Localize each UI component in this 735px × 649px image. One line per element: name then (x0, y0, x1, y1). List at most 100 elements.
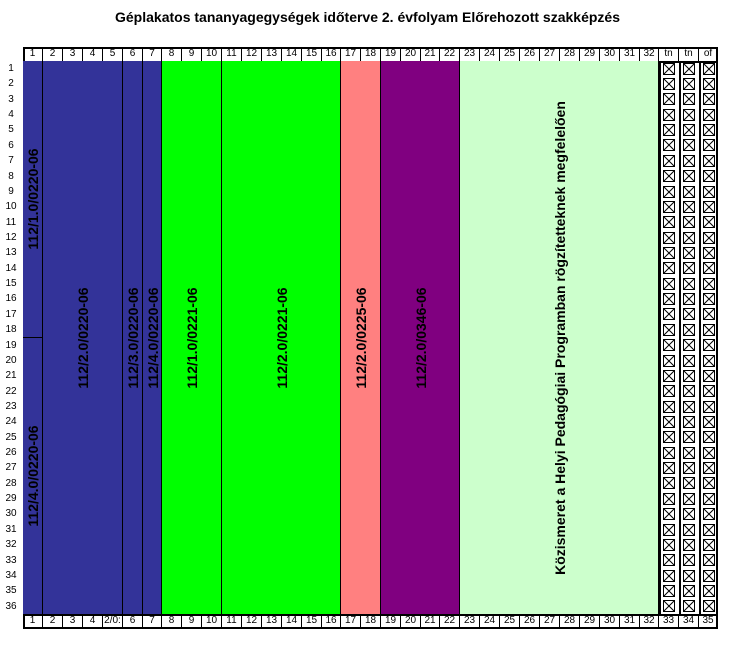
row-label: 19 (5, 339, 17, 351)
crossed-cell (702, 508, 715, 521)
column-header: 8 (162, 47, 182, 61)
row-label: 29 (5, 493, 17, 505)
page-title: Géplakatos tananyagegységek időterve 2. … (115, 9, 620, 25)
row-label: 5 (8, 124, 14, 136)
crossed-cell (663, 293, 675, 306)
column-footer: 32 (640, 614, 659, 628)
crossed-cell (683, 569, 695, 582)
column-footer: 33 (659, 614, 679, 628)
crossed-cell (663, 600, 675, 613)
crossed-cell (663, 231, 675, 244)
block-label: 112/2.0/0221-06 (273, 286, 290, 389)
column-header: 30 (600, 47, 620, 61)
column-footer: 8 (162, 614, 182, 628)
column-header: 20 (401, 47, 421, 61)
crossed-cell (702, 323, 715, 336)
schedule-block: 112/2.0/0346-06 (381, 61, 460, 614)
crossed-cell (702, 339, 715, 352)
crossed-cell (683, 415, 695, 428)
column-footer: 21 (421, 614, 440, 628)
crossed-cell (683, 170, 695, 183)
column-header: 26 (520, 47, 540, 61)
block-label: 112/2.0/0225-06 (353, 286, 369, 389)
crossed-cell (702, 185, 715, 198)
crossed-cell (683, 62, 695, 75)
column-header: 15 (302, 47, 322, 61)
row-label: 3 (8, 93, 14, 105)
row-label: 31 (5, 523, 17, 535)
crossed-cell (683, 523, 695, 536)
column-footer: 2 (43, 614, 63, 628)
crossed-cell (683, 385, 695, 398)
block-label: 112/2.0/0220-06 (75, 286, 91, 389)
column-separator (659, 61, 661, 614)
column-footer: 19 (381, 614, 401, 628)
crossed-cell (702, 477, 715, 490)
column-footer: 34 (679, 614, 699, 628)
row-label: 35 (5, 585, 17, 597)
crossed-cell (702, 538, 715, 551)
crossed-cell (702, 569, 715, 582)
block-label: 112/1.0/0220-06 (25, 148, 41, 250)
crossed-cell (683, 231, 695, 244)
crossed-cell (702, 231, 715, 244)
crossed-cell (702, 293, 715, 306)
row-label: 1 (8, 63, 14, 74)
column-header: 27 (540, 47, 560, 61)
crossed-cell (702, 584, 715, 597)
column-header: 4 (83, 47, 103, 61)
schedule-block: 112/3.0/0220-06 (123, 61, 143, 614)
crossed-cell (663, 584, 675, 597)
crossed-cell (683, 93, 695, 106)
block-label: 112/3.0/0220-06 (125, 286, 141, 389)
row-label: 36 (5, 600, 17, 612)
schedule-block: 112/2.0/0225-06 (341, 61, 381, 614)
crossed-cell (663, 200, 675, 213)
crossed-cell (702, 170, 715, 183)
crossed-cell (663, 93, 675, 106)
row-label: 25 (5, 431, 17, 443)
crossed-cell (663, 78, 675, 91)
crossed-cell (683, 354, 695, 367)
row-label: 6 (8, 139, 14, 151)
crossed-cell (683, 216, 695, 229)
crossed-cell (663, 446, 675, 459)
column-header: 3 (63, 47, 83, 61)
row-label: 28 (5, 477, 17, 489)
row-label: 4 (8, 109, 14, 121)
crossed-cell (702, 200, 715, 213)
row-label: 12 (5, 231, 17, 243)
crossed-cell (683, 462, 695, 475)
crossed-cell (702, 415, 715, 428)
crossed-cell (663, 262, 675, 275)
column-footer: 30 (600, 614, 620, 628)
row-label: 30 (5, 508, 17, 520)
crossed-cell (702, 400, 715, 413)
crossed-cell (683, 124, 695, 137)
crossed-cell (683, 446, 695, 459)
crossed-cell (683, 600, 695, 613)
column-header: 17 (341, 47, 361, 61)
column-header: 11 (222, 47, 242, 61)
column-header: 1 (23, 47, 43, 61)
crossed-cell (663, 523, 675, 536)
crossed-cell (663, 400, 675, 413)
column-header: 19 (381, 47, 401, 61)
crossed-cell (702, 247, 715, 259)
row-label: 24 (5, 416, 17, 428)
crossed-cell (702, 492, 715, 505)
column-footer: 10 (202, 614, 222, 628)
crossed-cell (702, 308, 715, 321)
column-footer: 2/0: (103, 614, 123, 628)
column-header: 31 (620, 47, 640, 61)
column-header: 2 (43, 47, 63, 61)
crossed-cell (663, 323, 675, 336)
crossed-cell (663, 385, 675, 398)
column-header: 14 (282, 47, 302, 61)
crossed-cell (663, 538, 675, 551)
crossed-cell (663, 62, 675, 75)
column-header: 25 (500, 47, 520, 61)
column-footer: 26 (520, 614, 540, 628)
column-header: 7 (143, 47, 162, 61)
crossed-cell (663, 569, 675, 582)
